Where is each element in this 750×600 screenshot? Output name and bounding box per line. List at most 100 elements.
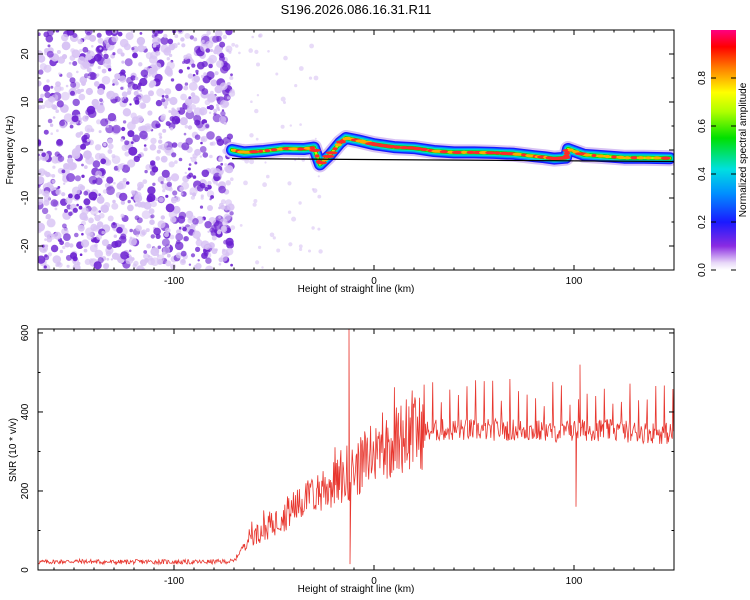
signal-peak [447, 150, 454, 154]
noise-speckle [96, 75, 99, 78]
noise-speckle [308, 249, 311, 253]
noise-speckle [194, 134, 201, 140]
noise-speckle [238, 51, 241, 55]
noise-speckle [133, 155, 140, 163]
noise-speckle [157, 144, 163, 150]
noise-speckle [196, 184, 204, 192]
noise-speckle [77, 114, 81, 117]
noise-speckle [215, 135, 222, 142]
noise-speckle [178, 157, 183, 162]
noise-speckle [156, 149, 161, 154]
noise-speckle [188, 263, 192, 266]
noise-speckle [121, 164, 131, 173]
noise-speckle [125, 32, 134, 41]
noise-speckle [103, 262, 110, 269]
noise-speckle [68, 211, 73, 216]
noise-speckle [143, 147, 148, 152]
noise-speckle [44, 238, 47, 241]
noise-speckle [71, 115, 79, 123]
noise-speckle [47, 118, 53, 124]
colorbar-ticks: 0.0 0.2 0.4 0.6 0.8 [697, 71, 736, 277]
noise-speckle [77, 56, 87, 65]
noise-speckle [124, 140, 130, 146]
noise-speckle [203, 72, 207, 76]
noise-speckle [177, 42, 180, 45]
noise-speckle [64, 208, 68, 213]
noise-speckle [38, 69, 44, 75]
noise-speckle [92, 160, 101, 168]
noise-speckle [97, 65, 101, 70]
signal-peak [461, 150, 467, 154]
noise-speckle [116, 48, 123, 55]
x-tick-label: 0 [371, 276, 377, 287]
noise-speckle [67, 161, 76, 171]
noise-speckle [183, 54, 189, 60]
noise-speckle [85, 227, 94, 237]
noise-speckle [56, 100, 64, 108]
colorbar-tick-label: 0.2 [697, 215, 708, 229]
noise-speckle [128, 249, 132, 253]
noise-speckle [144, 169, 148, 174]
noise-speckle [101, 68, 107, 74]
noise-speckle [222, 34, 227, 40]
noise-speckle [43, 31, 50, 38]
noise-speckle [40, 93, 45, 98]
noise-speckle [174, 196, 181, 202]
noise-speckle [49, 123, 54, 127]
noise-speckle [193, 37, 198, 42]
noise-speckle [170, 263, 177, 270]
noise-speckle [65, 196, 73, 204]
noise-speckle [113, 234, 118, 238]
noise-speckle [129, 103, 132, 106]
noise-speckle [209, 198, 212, 201]
noise-speckle [62, 182, 66, 185]
noise-speckle [95, 170, 103, 178]
noise-speckle [55, 109, 59, 113]
noise-speckle [50, 199, 59, 207]
noise-speckle [117, 169, 120, 172]
noise-speckle [55, 30, 60, 33]
noise-speckle [102, 189, 108, 194]
noise-speckle [120, 251, 129, 260]
y-tick-label: 0 [20, 567, 31, 573]
noise-speckle [103, 142, 107, 147]
noise-speckle [155, 156, 161, 161]
noise-speckle [225, 30, 233, 36]
signal-peak [325, 151, 338, 155]
noise-speckle [308, 76, 313, 80]
noise-speckle [38, 227, 42, 234]
noise-speckle [96, 225, 101, 230]
noise-speckle [194, 45, 202, 54]
noise-speckle [54, 151, 60, 157]
noise-speckle [96, 52, 103, 59]
noise-speckle [162, 128, 167, 133]
noise-speckle [103, 53, 109, 59]
noise-speckle [205, 265, 214, 270]
noise-speckle [62, 223, 67, 229]
noise-speckle [52, 165, 56, 169]
noise-speckle [136, 234, 139, 238]
noise-speckle [165, 203, 175, 213]
noise-speckle [38, 54, 46, 63]
noise-speckle [77, 38, 83, 45]
noise-speckle [76, 203, 79, 207]
noise-speckle [190, 104, 196, 110]
noise-speckle [140, 69, 149, 78]
noise-speckle [149, 219, 155, 225]
noise-speckle [138, 62, 143, 67]
noise-speckle [209, 48, 214, 53]
noise-speckle [132, 263, 137, 268]
noise-speckle [218, 155, 224, 161]
noise-speckle [225, 199, 233, 207]
noise-speckle [137, 82, 143, 87]
noise-speckle [107, 215, 114, 222]
noise-speckle [317, 194, 322, 199]
noise-speckle [294, 159, 297, 162]
noise-speckle [225, 180, 231, 186]
noise-speckle [128, 146, 138, 156]
noise-speckle [195, 246, 201, 252]
noise-speckle [298, 201, 302, 205]
noise-speckle [204, 221, 212, 229]
noise-speckle [166, 61, 175, 70]
noise-speckle [299, 247, 303, 251]
